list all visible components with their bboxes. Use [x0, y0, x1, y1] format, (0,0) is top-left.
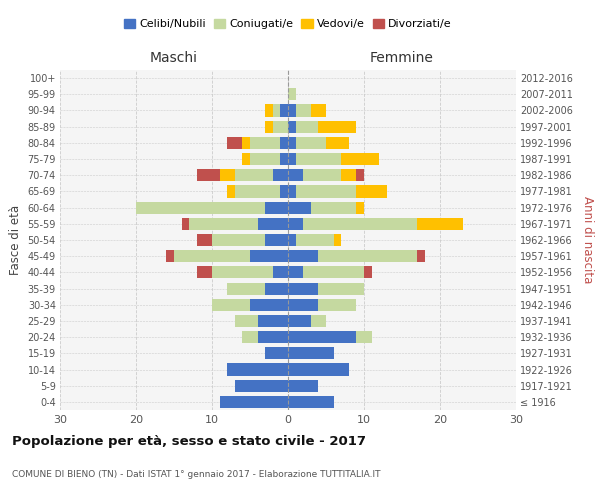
Bar — [296, 234, 334, 246]
Bar — [220, 169, 235, 181]
Bar — [296, 153, 341, 165]
Bar — [364, 266, 371, 278]
Bar — [326, 137, 349, 149]
Bar — [235, 186, 280, 198]
Bar — [319, 282, 364, 294]
Bar — [311, 202, 356, 213]
Bar — [265, 120, 273, 132]
Bar — [235, 169, 273, 181]
Bar — [303, 218, 417, 230]
Bar — [296, 104, 311, 117]
Bar — [334, 234, 341, 246]
Bar — [242, 331, 257, 343]
Bar — [288, 104, 296, 117]
Bar — [242, 153, 250, 165]
Bar — [356, 331, 371, 343]
Bar — [265, 234, 288, 246]
Y-axis label: Fasce di età: Fasce di età — [9, 205, 22, 275]
Bar — [235, 315, 257, 327]
Bar — [265, 202, 288, 213]
Bar — [265, 104, 273, 117]
Text: COMUNE DI BIENO (TN) - Dati ISTAT 1° gennaio 2017 - Elaborazione TUTTITALIA.IT: COMUNE DI BIENO (TN) - Dati ISTAT 1° gen… — [12, 470, 380, 479]
Bar — [417, 250, 425, 262]
Bar — [250, 153, 280, 165]
Bar — [356, 186, 387, 198]
Bar — [288, 266, 303, 278]
Bar — [288, 234, 296, 246]
Bar — [288, 380, 319, 392]
Bar — [212, 234, 265, 246]
Bar — [288, 218, 303, 230]
Bar — [288, 364, 349, 376]
Bar — [319, 298, 356, 311]
Bar — [227, 186, 235, 198]
Bar — [257, 218, 288, 230]
Bar — [197, 169, 220, 181]
Text: Maschi: Maschi — [150, 51, 198, 65]
Bar — [280, 186, 288, 198]
Bar — [273, 169, 288, 181]
Bar — [356, 202, 364, 213]
Bar — [257, 331, 288, 343]
Text: Popolazione per età, sesso e stato civile - 2017: Popolazione per età, sesso e stato civil… — [12, 435, 366, 448]
Bar — [265, 348, 288, 360]
Bar — [288, 120, 296, 132]
Bar — [288, 202, 311, 213]
Bar — [197, 234, 212, 246]
Bar — [296, 137, 326, 149]
Bar — [288, 396, 334, 408]
Bar — [250, 250, 288, 262]
Bar — [288, 282, 319, 294]
Bar — [136, 202, 265, 213]
Bar — [288, 186, 296, 198]
Bar — [288, 298, 319, 311]
Y-axis label: Anni di nascita: Anni di nascita — [581, 196, 595, 284]
Bar — [250, 137, 280, 149]
Bar — [273, 120, 288, 132]
Bar — [417, 218, 463, 230]
Bar — [280, 153, 288, 165]
Bar — [288, 331, 356, 343]
Bar — [288, 137, 296, 149]
Bar — [227, 137, 242, 149]
Bar — [265, 282, 288, 294]
Bar — [227, 282, 265, 294]
Bar — [288, 315, 311, 327]
Bar — [250, 298, 288, 311]
Bar — [288, 153, 296, 165]
Bar — [273, 266, 288, 278]
Bar — [311, 315, 326, 327]
Bar — [212, 298, 250, 311]
Bar — [341, 169, 356, 181]
Bar — [288, 88, 296, 101]
Bar — [280, 137, 288, 149]
Bar — [341, 153, 379, 165]
Bar — [356, 169, 364, 181]
Bar — [189, 218, 257, 230]
Bar — [319, 250, 417, 262]
Bar — [182, 218, 189, 230]
Bar — [280, 104, 288, 117]
Bar — [242, 137, 250, 149]
Bar — [288, 348, 334, 360]
Bar — [303, 266, 364, 278]
Legend: Celibi/Nubili, Coniugati/e, Vedovi/e, Divorziati/e: Celibi/Nubili, Coniugati/e, Vedovi/e, Di… — [120, 14, 456, 34]
Bar — [311, 104, 326, 117]
Bar — [227, 364, 288, 376]
Bar — [174, 250, 250, 262]
Bar — [288, 250, 319, 262]
Text: Femmine: Femmine — [370, 51, 434, 65]
Bar — [296, 186, 356, 198]
Bar — [166, 250, 174, 262]
Bar — [296, 120, 319, 132]
Bar — [273, 104, 280, 117]
Bar — [220, 396, 288, 408]
Bar — [257, 315, 288, 327]
Bar — [303, 169, 341, 181]
Bar — [235, 380, 288, 392]
Bar — [197, 266, 212, 278]
Bar — [288, 169, 303, 181]
Bar — [319, 120, 356, 132]
Bar — [212, 266, 273, 278]
